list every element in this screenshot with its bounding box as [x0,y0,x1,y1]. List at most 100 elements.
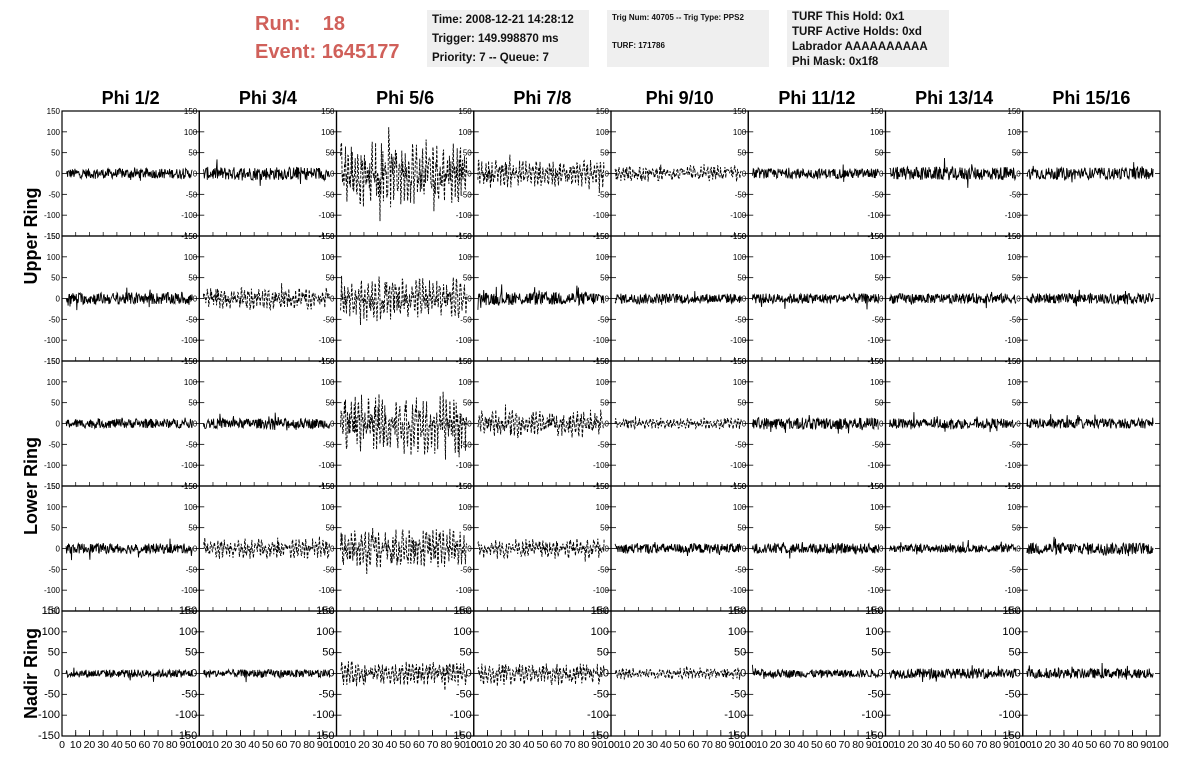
y-tick-label: 150 [733,232,747,241]
y-tick-label: 0 [56,170,61,179]
y-tick-label: -100 [181,336,198,345]
y-tick-label: 100 [47,378,61,387]
x-tick-label: 20 [1044,739,1056,751]
waveform-trace [477,154,605,194]
turf-info-box: TURF This Hold: 0x1 TURF Active Holds: 0… [787,10,949,68]
run-event-header: Run: 18 Event: 1645177 [255,10,400,66]
y-tick-label: 0 [330,170,335,179]
y-tick-label: 50 [48,647,60,659]
x-tick-label: 30 [509,739,521,751]
y-tick-label: 0 [193,545,198,554]
x-tick-label: 100 [602,739,620,751]
y-tick-label: -100 [593,586,610,595]
x-tick-label: 40 [248,739,260,751]
y-tick-label: 150 [733,107,747,116]
waveform-trace [202,668,331,683]
x-tick-label: 20 [633,739,645,751]
y-tick-label: 0 [56,295,61,304]
x-tick-label: 50 [948,739,960,751]
x-tick-label: 20 [221,739,233,751]
y-tick-label: 0 [605,170,610,179]
x-tick-label: 40 [660,739,672,751]
y-tick-label: -100 [1005,336,1022,345]
y-tick-label: 150 [321,482,335,491]
y-tick-label: -50 [735,315,747,324]
y-tick-label: 150 [870,232,884,241]
y-tick-label: 0 [605,545,610,554]
y-tick-label: 100 [47,503,61,512]
x-tick-label: 10 [1031,739,1043,751]
waveform-trace [340,391,468,460]
y-tick-label: -50 [44,688,60,700]
y-tick-label: -100 [181,461,198,470]
y-tick-label: 100 [733,253,747,262]
y-tick-label: -100 [1005,461,1022,470]
y-tick-label: 100 [453,626,471,638]
y-tick-label: 0 [193,170,198,179]
x-tick-label: 40 [797,739,809,751]
y-tick-label: 0 [742,170,747,179]
x-tick-label: 30 [235,739,247,751]
y-tick-label: 0 [330,545,335,554]
event-line: Event: 1645177 [255,38,400,66]
column-header: Phi 9/10 [646,88,714,108]
y-tick-label: 50 [1012,399,1021,408]
y-tick-label: 50 [463,399,472,408]
y-tick-label: 100 [458,253,472,262]
x-tick-label: 90 [1140,739,1152,751]
y-tick-label: -100 [450,709,472,721]
trigger-text: Trigger: 149.998870 ms [432,33,559,45]
y-tick-label: 50 [188,524,197,533]
y-tick-label: -100 [867,461,884,470]
y-tick-label: 150 [321,107,335,116]
x-tick-label: 60 [688,739,700,751]
y-tick-label: 0 [56,545,61,554]
y-tick-label: 50 [326,274,335,283]
y-tick-label: 150 [458,357,472,366]
y-tick-label: -50 [460,565,472,574]
x-tick-label: 100 [1014,739,1032,751]
y-tick-label: -100 [318,461,335,470]
y-tick-label: 0 [879,420,884,429]
run-label: Run: [255,13,301,35]
y-tick-label: -50 [872,565,884,574]
x-tick-label: 90 [317,739,329,751]
waveform-trace [614,416,742,430]
y-tick-label: 100 [870,128,884,137]
y-tick-label: -100 [312,709,334,721]
run-value: 18 [322,13,346,35]
waveform-trace [614,542,742,557]
waveform-trace [65,167,193,181]
x-tick-label: 50 [1086,739,1098,751]
y-tick-label: 50 [875,524,884,533]
y-tick-label: -100 [730,586,747,595]
y-tick-label: 150 [870,357,884,366]
y-tick-label: 50 [1012,524,1021,533]
y-tick-label: 0 [605,295,610,304]
x-tick-label: 40 [111,739,123,751]
y-tick-label: -50 [48,190,60,199]
waveform-trace [203,536,331,559]
y-tick-label: 150 [184,357,198,366]
y-tick-label: -150 [175,730,197,742]
y-tick-label: -100 [175,709,197,721]
y-tick-label: 150 [870,107,884,116]
y-tick-label: 50 [51,399,60,408]
y-tick-label: 100 [458,128,472,137]
waveform-trace [889,665,1017,683]
x-tick-label: 70 [1113,739,1125,751]
y-tick-label: 100 [596,253,610,262]
run-line: Run: 18 [255,10,400,38]
y-tick-label: 150 [1007,107,1021,116]
x-tick-label: 50 [262,739,274,751]
column-header: Phi 13/14 [915,88,993,108]
x-tick-label: 90 [180,739,192,751]
y-tick-label: -50 [460,440,472,449]
y-tick-label: -150 [724,730,746,742]
y-tick-label: 100 [1007,503,1021,512]
y-tick-label: 50 [463,524,472,533]
x-tick-label: 60 [413,739,425,751]
labrador-text: Labrador AAAAAAAAAA [792,41,928,53]
y-tick-label: -50 [597,565,609,574]
y-tick-label: -50 [1009,315,1021,324]
